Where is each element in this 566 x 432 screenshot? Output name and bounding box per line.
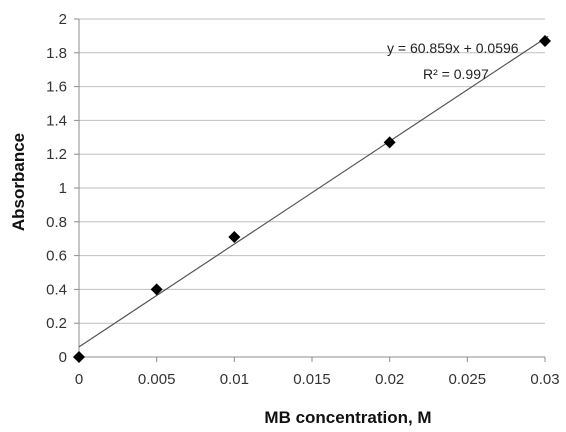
y-tick-label: 0.2 <box>46 315 67 332</box>
y-tick-label: 0.4 <box>46 281 67 298</box>
trendline-equation: y = 60.859x + 0.0596 <box>387 40 519 56</box>
y-tick-label: 0.8 <box>46 214 67 231</box>
y-tick-label: 0 <box>59 349 67 366</box>
x-tick-label: 0.03 <box>530 371 559 388</box>
x-axis-title: MB concentration, M <box>264 408 431 427</box>
y-tick-label: 1 <box>59 180 67 197</box>
y-tick-label: 1.6 <box>46 79 67 96</box>
y-tick-label: 1.8 <box>46 45 67 62</box>
y-tick-label: 1.4 <box>46 112 67 129</box>
y-tick-label: 0.6 <box>46 248 67 265</box>
data-points <box>73 34 551 363</box>
data-point-marker <box>539 34 551 47</box>
y-tick-label: 2 <box>59 11 67 28</box>
x-tick-labels: 0 0.005 0.01 0.015 0.02 0.025 0.03 <box>75 371 560 388</box>
x-tick-label: 0.005 <box>138 371 176 388</box>
x-tick-label: 0.015 <box>293 371 331 388</box>
x-tick-label: 0.02 <box>375 371 404 388</box>
y-tick-labels: 0 0.2 0.4 0.6 0.8 1 1.2 1.4 1.6 1.8 2 <box>46 11 67 366</box>
data-point-marker <box>73 351 85 363</box>
x-tick-label: 0.025 <box>449 371 487 388</box>
trendline <box>78 35 549 348</box>
data-point-marker <box>150 283 163 296</box>
y-axis-title: Absorbance <box>9 133 28 231</box>
trendline-group <box>78 35 549 348</box>
y-tick-label: 1.2 <box>46 146 67 163</box>
x-tick-label: 0 <box>75 371 83 388</box>
gridlines <box>79 18 545 324</box>
trendline-r-squared: R² = 0.997 <box>423 66 489 82</box>
data-point-marker <box>228 231 241 244</box>
data-point-marker <box>383 136 396 149</box>
x-tick-label: 0.01 <box>220 371 249 388</box>
